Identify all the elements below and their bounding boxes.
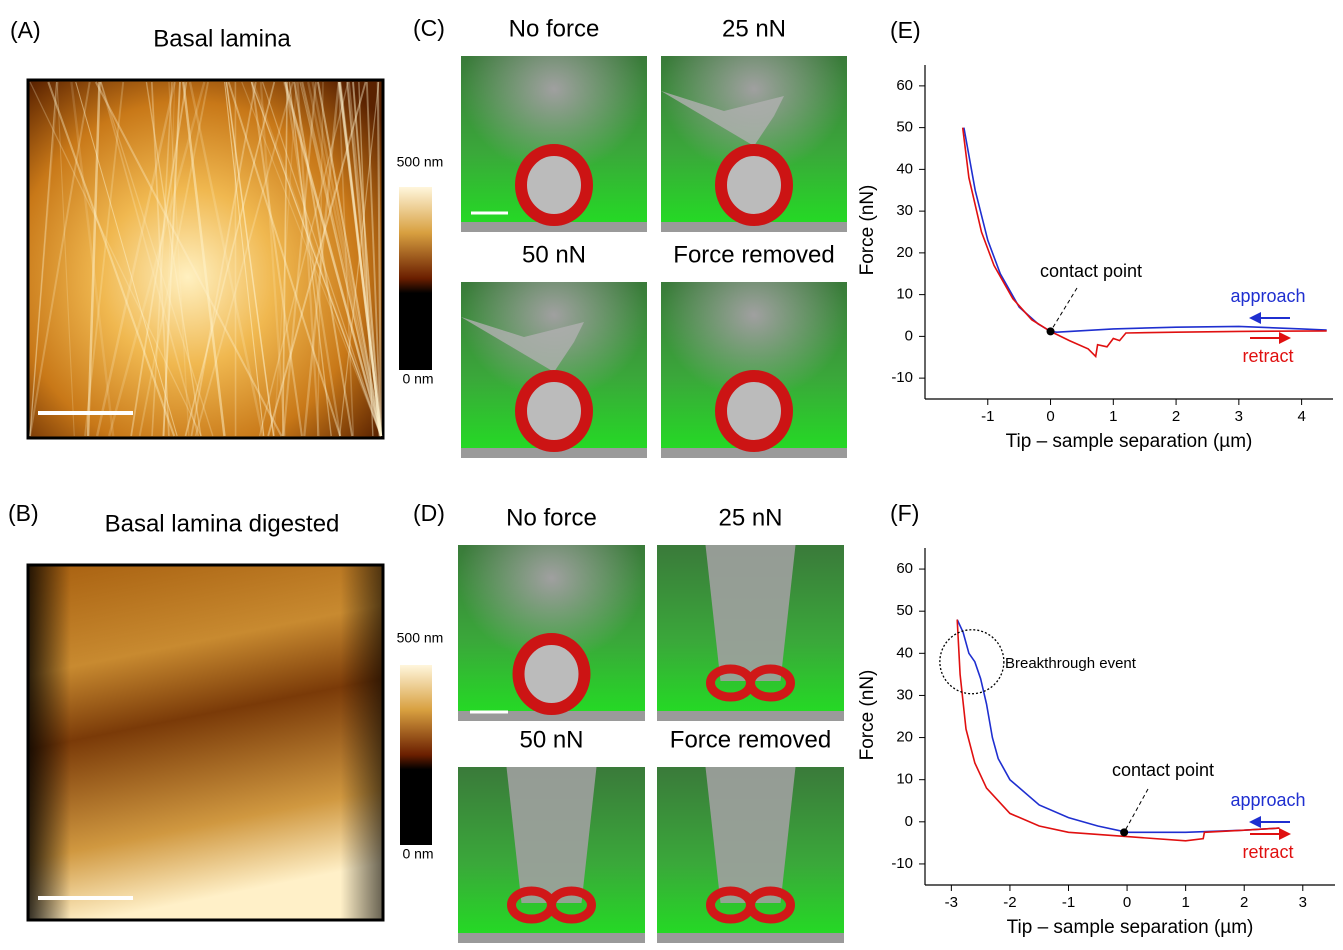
y-tick-label: 40: [896, 644, 913, 661]
x-tick-label: 2: [1172, 408, 1180, 425]
y-axis-label: Force (nN): [857, 670, 878, 761]
tile-title: No force: [509, 15, 600, 42]
x-tick-label: 4: [1297, 408, 1305, 425]
indenter: [706, 767, 796, 903]
annotation-point: [1047, 327, 1055, 335]
y-tick-label: -10: [891, 855, 913, 872]
y-tick-label: 10: [896, 286, 913, 303]
colorbar-min: 0 nm: [402, 846, 433, 862]
legend-label: retract: [1242, 346, 1293, 366]
x-tick-label: -1: [981, 408, 994, 425]
y-tick-label: 60: [896, 77, 913, 94]
indenter: [706, 545, 796, 681]
panel-title: Basal lamina digested: [105, 510, 340, 537]
panel-label: (F): [890, 500, 919, 526]
render-floor: [657, 933, 844, 943]
annotation: contact point: [1112, 760, 1214, 780]
annotation-circle: [940, 630, 1004, 694]
x-axis-label: Tip – sample separation (µm): [1006, 431, 1253, 452]
y-tick-label: 30: [896, 202, 913, 219]
y-tick-label: 20: [896, 244, 913, 261]
ring: [721, 150, 787, 220]
tile-title: 50 nN: [519, 726, 583, 753]
tile-title: 25 nN: [718, 504, 782, 531]
annotation: Breakthrough event: [1005, 655, 1137, 672]
y-tick-label: 0: [905, 327, 913, 344]
y-tick-label: 40: [896, 160, 913, 177]
tile-title: Force removed: [670, 726, 831, 753]
x-tick-label: -1: [1062, 894, 1075, 911]
y-axis-label: Force (nN): [857, 185, 878, 276]
x-tick-label: 3: [1235, 408, 1243, 425]
colorbar: [400, 665, 432, 845]
figure: (A) Basal lamina 500 nm 0 nm (B) Basal l…: [0, 0, 1343, 945]
annotation-leader: [1051, 288, 1077, 331]
x-tick-label: 0: [1123, 894, 1131, 911]
colorbar-max: 500 nm: [397, 154, 444, 170]
panel-label: (B): [8, 500, 39, 526]
x-tick-label: 0: [1046, 408, 1054, 425]
ring: [519, 639, 585, 709]
x-tick-label: 3: [1299, 894, 1307, 911]
ring: [521, 376, 587, 446]
x-tick-label: 1: [1109, 408, 1117, 425]
ring: [521, 150, 587, 220]
render-floor: [458, 933, 645, 943]
y-tick-label: 20: [896, 729, 913, 746]
panel-label: (C): [413, 15, 445, 41]
afm-image-shade: [28, 565, 383, 920]
render-floor: [657, 711, 844, 721]
y-tick-label: 60: [896, 560, 913, 577]
panel-label: (E): [890, 17, 921, 43]
colorbar-max: 500 nm: [397, 630, 444, 646]
tile-title: Force removed: [673, 241, 834, 268]
y-tick-label: 0: [905, 813, 913, 830]
y-tick-label: 50: [896, 119, 913, 136]
legend-label: approach: [1230, 286, 1305, 306]
colorbar: [399, 187, 432, 370]
x-tick-label: 1: [1181, 894, 1189, 911]
y-tick-label: 30: [896, 686, 913, 703]
x-tick-label: -3: [945, 894, 958, 911]
tile-title: 25 nN: [722, 15, 786, 42]
annotation: contact point: [1040, 261, 1142, 281]
y-tick-label: 10: [896, 771, 913, 788]
ring: [721, 376, 787, 446]
legend-label: retract: [1242, 842, 1293, 862]
tile-title: 50 nN: [522, 241, 586, 268]
x-axis-label: Tip – sample separation (µm): [1007, 917, 1254, 938]
x-tick-label: 2: [1240, 894, 1248, 911]
panel-title: Basal lamina: [153, 25, 291, 52]
y-tick-label: -10: [891, 369, 913, 386]
legend-label: approach: [1230, 790, 1305, 810]
annotation-leader: [1124, 789, 1148, 832]
y-tick-label: 50: [896, 602, 913, 619]
x-tick-label: -2: [1003, 894, 1016, 911]
colorbar-min: 0 nm: [402, 371, 433, 387]
panel-label: (D): [413, 500, 445, 526]
panel-label: (A): [10, 17, 41, 43]
series-line: [963, 128, 1327, 357]
tile-title: No force: [506, 504, 597, 531]
annotation-point: [1120, 828, 1128, 836]
indenter: [507, 767, 597, 903]
